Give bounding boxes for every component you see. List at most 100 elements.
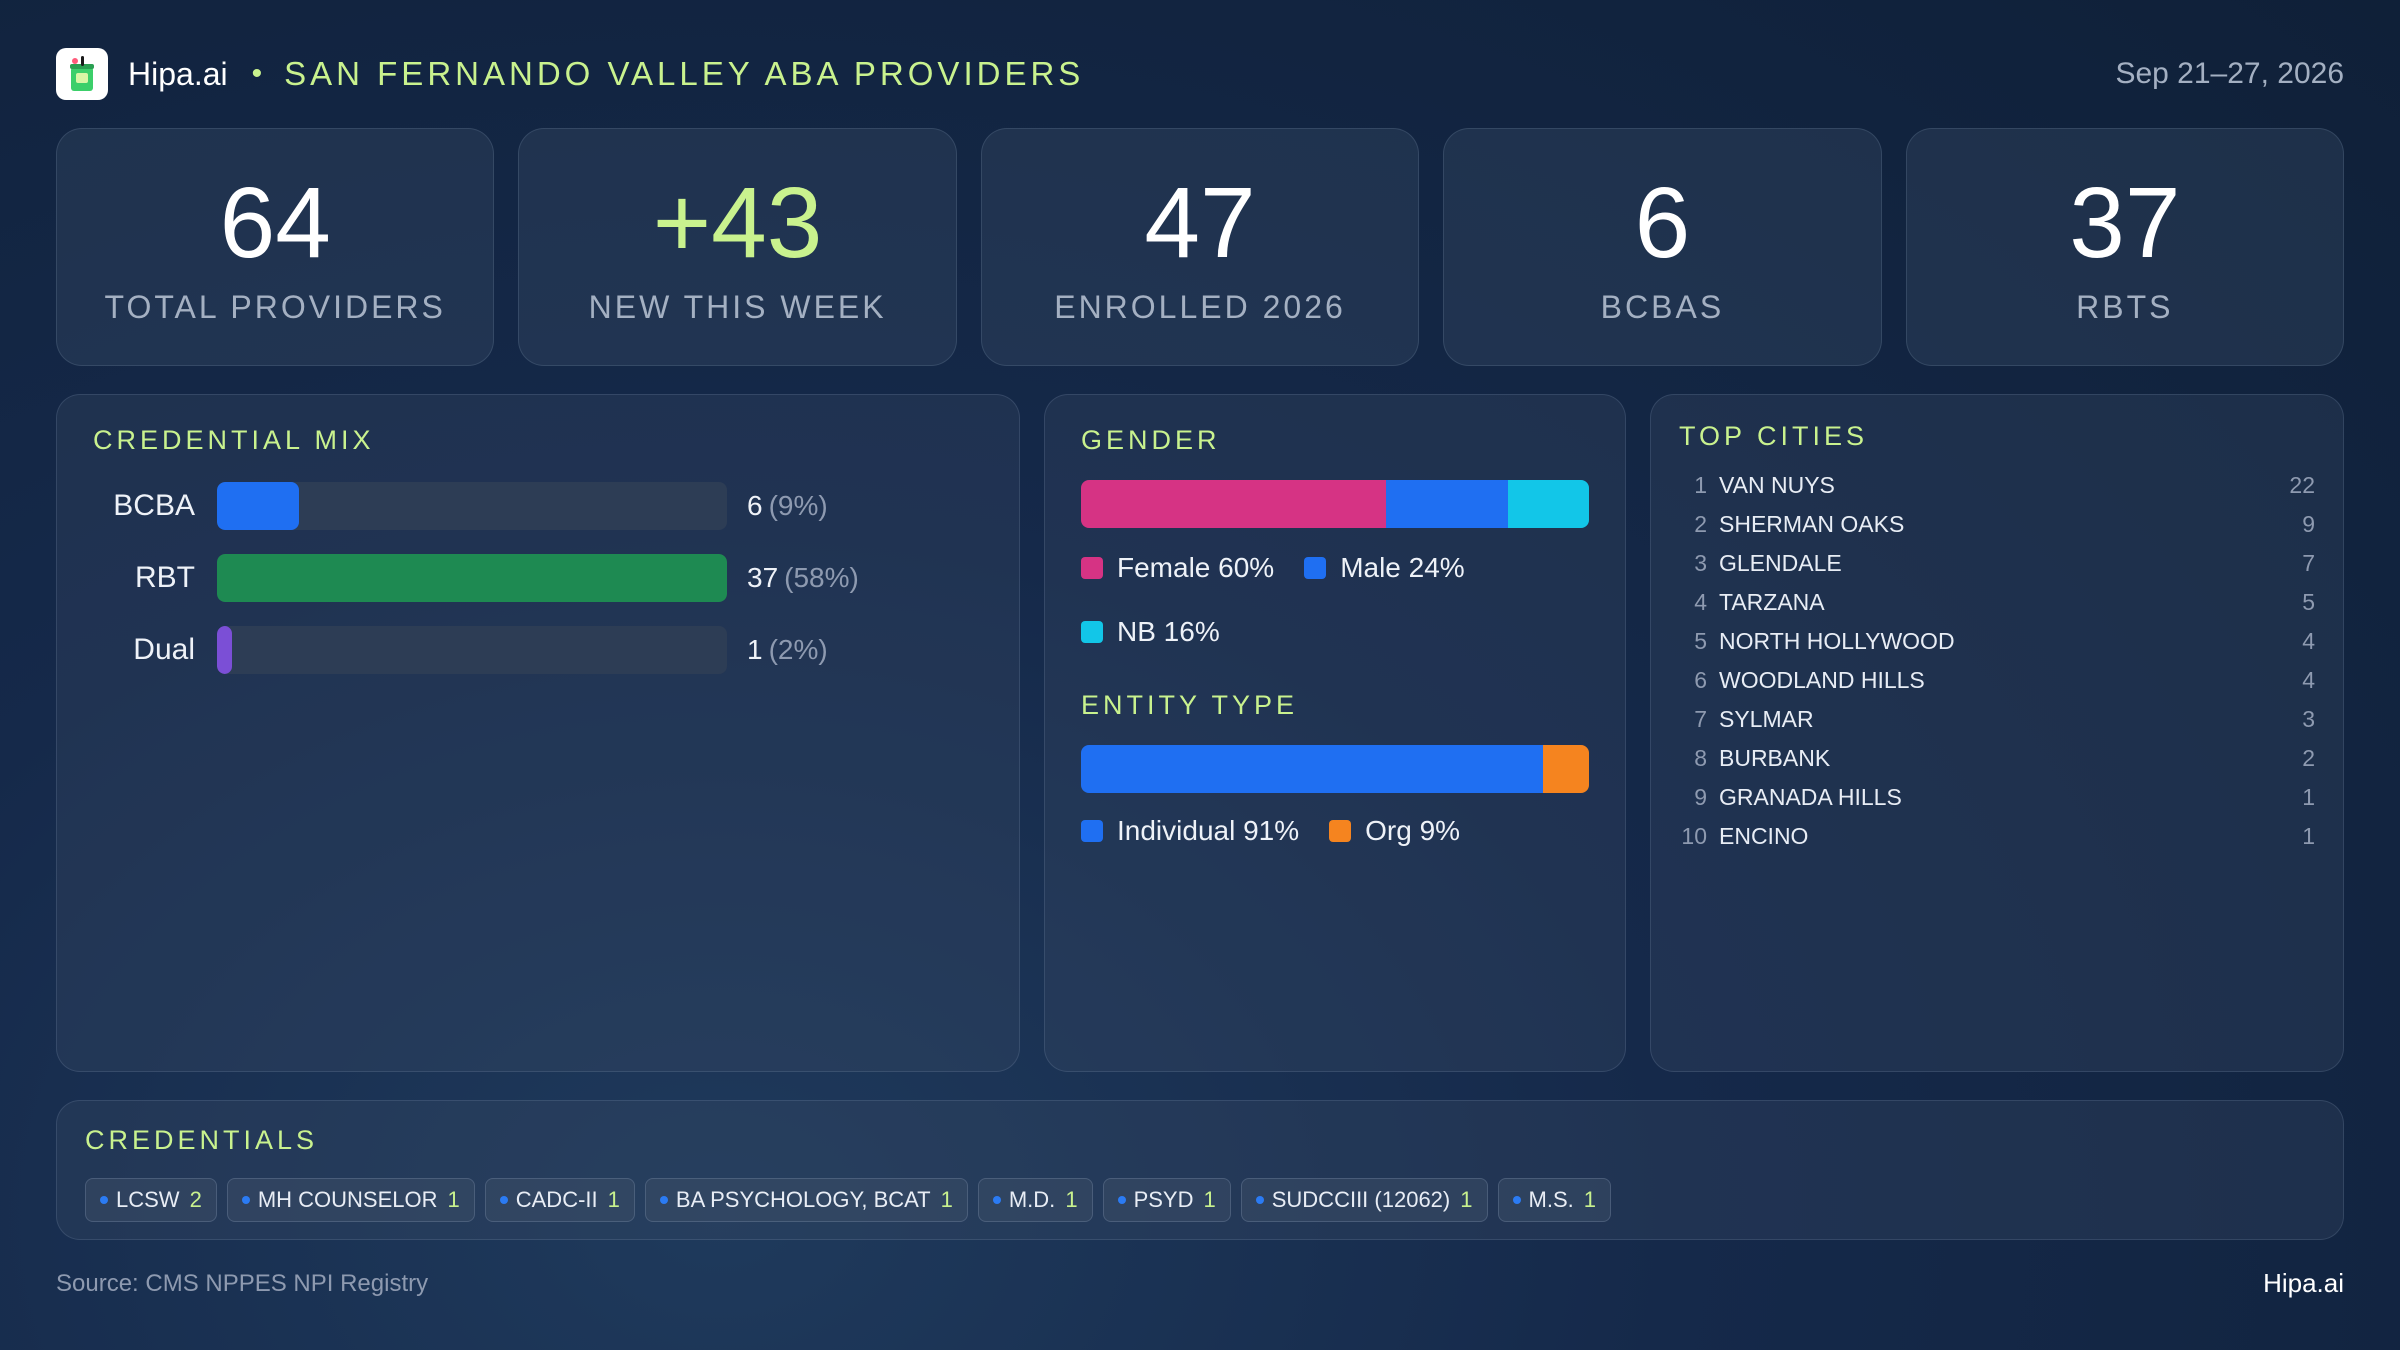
bullet-icon — [100, 1196, 108, 1204]
credential-bar-track — [217, 626, 727, 674]
legend-swatch — [1081, 621, 1103, 643]
city-rank: 3 — [1694, 550, 1707, 576]
city-rank: 6 — [1694, 667, 1707, 693]
city-rank: 7 — [1694, 706, 1707, 732]
gender-segment-female — [1081, 480, 1386, 528]
city-row: 1 VAN NUYS 22 — [1679, 466, 2315, 505]
entity-segment-individual — [1081, 745, 1544, 793]
city-row: 10 ENCINO 1 — [1679, 817, 2315, 856]
panel-title: CREDENTIAL MIX — [93, 425, 375, 455]
chip-count: 1 — [1065, 1187, 1078, 1212]
city-rank: 2 — [1694, 511, 1707, 537]
city-count: 2 — [2302, 745, 2315, 771]
city-rank: 5 — [1694, 628, 1707, 654]
bullet-icon — [1512, 1196, 1521, 1204]
city-rank: 10 — [1681, 823, 1707, 849]
credential-chip: PSYD 1 — [1102, 1178, 1231, 1222]
kpi-label: RBTS — [2076, 288, 2174, 325]
chip-label: SUDCCIII (12062) — [1271, 1187, 1451, 1212]
credential-percent: (58%) — [784, 562, 859, 593]
bullet-icon — [499, 1196, 508, 1204]
legend-label: Male 24% — [1340, 552, 1465, 583]
credential-percent: (2%) — [768, 634, 828, 665]
city-count: 4 — [2302, 628, 2315, 654]
city-count: 7 — [2302, 550, 2315, 576]
credential-bar-fill — [217, 626, 233, 674]
credential-percent: (9%) — [768, 490, 828, 521]
bullet-icon — [241, 1196, 250, 1204]
city-count: 4 — [2302, 667, 2315, 693]
app-logo — [56, 48, 108, 100]
chip-count: 1 — [1583, 1187, 1596, 1212]
kpi-value: 64 — [219, 166, 331, 279]
city-rank: 8 — [1694, 745, 1707, 771]
bullet-icon — [1117, 1196, 1126, 1204]
chip-count: 1 — [447, 1187, 460, 1212]
credential-chip: LCSW 2 — [85, 1178, 217, 1222]
legend-swatch — [1081, 557, 1103, 579]
credential-chip: MH COUNSELOR 1 — [226, 1178, 475, 1222]
city-row: 4 TARZANA 5 — [1679, 583, 2315, 622]
chip-label: CADC-II — [515, 1187, 598, 1212]
demographics-panel: GENDER Female 60% Male 24% NB 16% ENTITY… — [1044, 394, 1626, 1072]
legend-swatch — [1329, 820, 1352, 842]
city-name: NORTH HOLLYWOOD — [1719, 628, 1955, 654]
credential-row: RBT 37 (58%) — [93, 554, 983, 602]
kpi-enrolled-2026: 47 ENROLLED 2026 — [980, 128, 1420, 366]
legend-label: Individual 91% — [1117, 815, 1300, 846]
kpi-bcbas: 6 BCBAS — [1443, 128, 1882, 366]
kpi-value: 47 — [1144, 166, 1256, 279]
kpi-new-this-week: +43 NEW THIS WEEK — [518, 128, 957, 366]
chip-label: BA PSYCHOLOGY, BCAT — [675, 1187, 931, 1212]
credential-chip: BA PSYCHOLOGY, BCAT 1 — [644, 1178, 968, 1222]
credential-count: 37 — [747, 562, 779, 593]
city-name: GLENDALE — [1719, 550, 1842, 576]
chip-label: PSYD — [1133, 1187, 1194, 1212]
city-row: 8 BURBANK 2 — [1679, 739, 2315, 778]
credential-value: 6 (9%) — [747, 490, 828, 522]
entity-segment-org — [1543, 745, 1589, 793]
credential-chip: SUDCCIII (12062) 1 — [1240, 1178, 1488, 1222]
kpi-label: BCBAS — [1600, 288, 1725, 325]
date-range: Sep 21–27, 2026 — [2115, 57, 2344, 90]
legend-label: Female 60% — [1117, 552, 1275, 583]
city-count: 1 — [2302, 823, 2315, 849]
chip-label: LCSW — [116, 1187, 180, 1212]
entity-legend: Individual 91% Org 9% — [1081, 809, 1589, 853]
panel-title: CREDENTIALS — [85, 1125, 319, 1155]
city-rank: 9 — [1694, 784, 1707, 810]
city-row: 3 GLENDALE 7 — [1679, 544, 2315, 583]
footer-brand: Hipa.ai — [2263, 1268, 2344, 1298]
city-row: 5 NORTH HOLLYWOOD 4 — [1679, 622, 2315, 661]
credential-row: BCBA 6 (9%) — [93, 482, 983, 530]
city-name: TARZANA — [1719, 589, 1825, 615]
gender-legend: Female 60% Male 24% NB 16% — [1081, 546, 1521, 654]
credential-chips: LCSW 2 MH COUNSELOR 1 CADC-II 1 BA PSYCHOLO… — [85, 1178, 2315, 1222]
city-rank: 1 — [1694, 472, 1707, 498]
chip-count: 1 — [1460, 1187, 1473, 1212]
credential-bar-fill — [217, 482, 299, 530]
kpi-label: ENROLLED 2026 — [1054, 288, 1346, 325]
legend-label: NB 16% — [1117, 616, 1220, 647]
kpi-rbts: 37 RBTS — [1905, 128, 2345, 366]
city-count: 22 — [2289, 472, 2315, 498]
kpi-value: 37 — [2069, 166, 2181, 279]
city-name: VAN NUYS — [1719, 472, 1835, 498]
credential-name: RBT — [135, 561, 195, 594]
city-row: 7 SYLMAR 3 — [1679, 700, 2315, 739]
city-row: 9 GRANADA HILLS 1 — [1679, 778, 2315, 817]
chip-label: M.D. — [1008, 1187, 1056, 1212]
gender-title: GENDER — [1081, 425, 1221, 455]
credential-value: 37 (58%) — [747, 562, 859, 594]
city-count: 9 — [2302, 511, 2315, 537]
credential-value: 1 (2%) — [747, 634, 828, 666]
city-count: 5 — [2302, 589, 2315, 615]
credential-bars: BCBA 6 (9%) RBT 37 (58%) Dual 1 (2%) — [93, 482, 983, 674]
chip-count: 1 — [940, 1187, 953, 1212]
panel-title: TOP CITIES — [1679, 421, 1869, 451]
city-row: 6 WOODLAND HILLS 4 — [1679, 661, 2315, 700]
city-name: BURBANK — [1719, 745, 1831, 771]
credential-name: BCBA — [113, 489, 195, 522]
credential-bar-track — [217, 554, 727, 602]
